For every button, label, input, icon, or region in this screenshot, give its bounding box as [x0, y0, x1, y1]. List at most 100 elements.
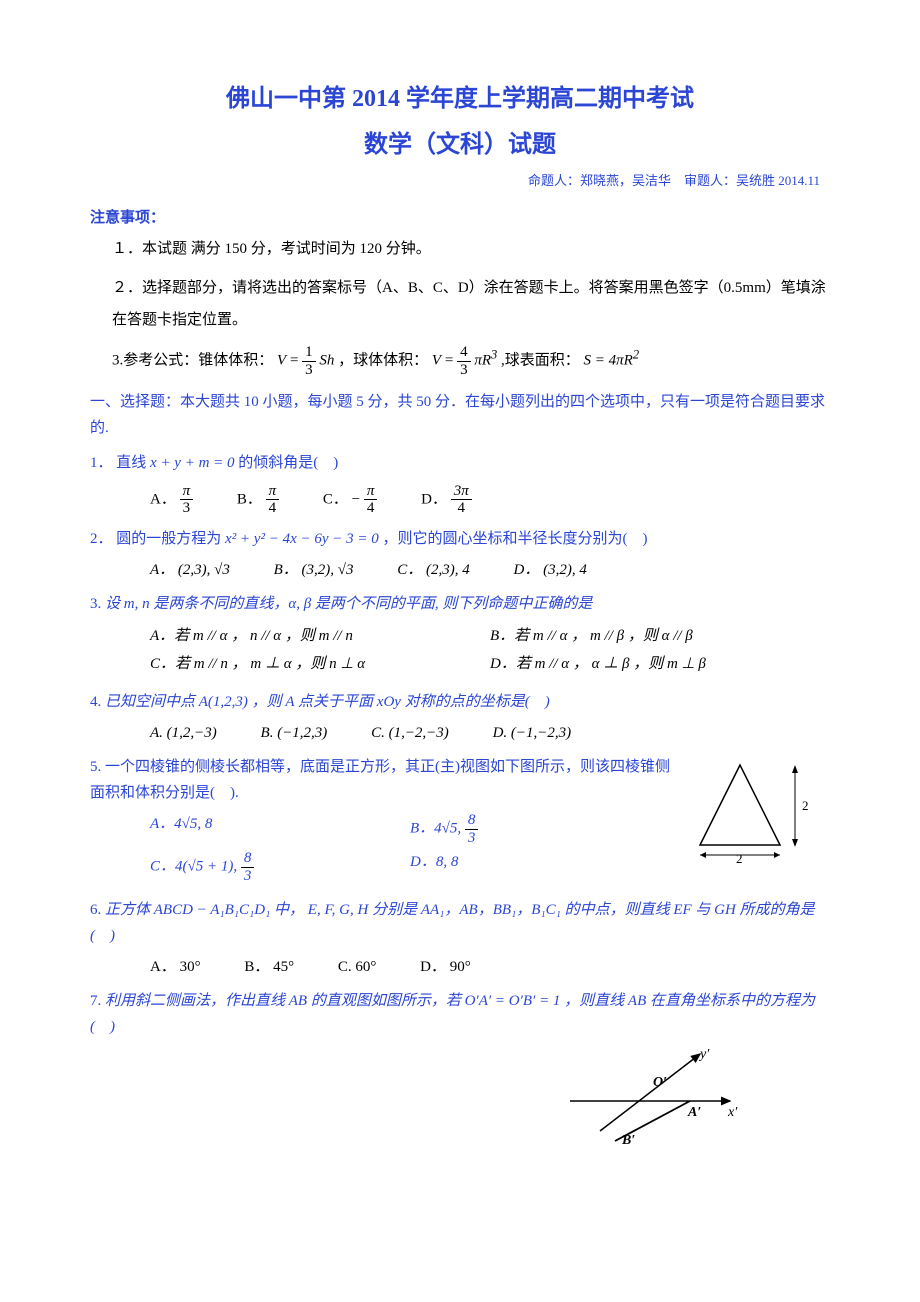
question-7: 7. 利用斜二侧画法，作出直线 AB 的直观图如图所示，若 O′A′ = O′B…: [90, 989, 830, 1040]
q1-C-neg: −: [352, 491, 360, 507]
q3-D: D．若 m // α ， α ⊥ β ，则 m ⊥ β: [490, 652, 830, 676]
sphere-num: 4: [457, 344, 471, 362]
cone-frac: 1 3: [302, 344, 316, 378]
oblique-projection-figure: y′ O′ A′ x′ B′: [560, 1046, 830, 1146]
q1-eq: x + y + m = 0: [150, 455, 235, 471]
q2-options: A． (2,3), √3 B． (3,2), √3 C． (2,3), 4 D．…: [150, 558, 830, 582]
q1D-num: 3π: [451, 483, 472, 501]
q1A-den: 3: [180, 500, 194, 517]
q6-options: A． 30° B． 45° C. 60° D． 90°: [150, 955, 830, 979]
q5C-den: 3: [241, 868, 255, 885]
instruction-2: ２．选择题部分，请将选出的答案标号（A、B、C、D）涂在答题卡上。将答案用黑色签…: [112, 273, 830, 336]
instruction-1: １．本试题 满分 150 分，考试时间为 120 分钟。: [112, 234, 830, 266]
instruction-3: 3.参考公式：锥体体积： V = 1 3 Sh ，球体体积： V = 4 3 π…: [112, 344, 830, 378]
q6-C: C. 60°: [338, 955, 377, 979]
q4-stem: 已知空间中点 A(1,2,3) ，则 A 点关于平面 xOy 对称的点的坐标是(…: [105, 694, 550, 710]
sphere-piR: πR: [474, 353, 491, 369]
q2-post: ，则它的圆心坐标和半径长度分别为( ): [383, 531, 648, 547]
q5-B: B．4√5, 83: [410, 812, 670, 846]
pyramid-front-view-figure: 2 2: [680, 755, 830, 865]
cone-V: V: [277, 353, 286, 369]
q3-B: B．若 m // α ， m // β ，则 α // β: [490, 624, 830, 648]
q4-A: A. (1,2,−3): [150, 721, 217, 745]
q1-post: 的倾斜角是( ): [238, 455, 338, 471]
q1-pre: 直线: [116, 455, 150, 471]
q5-B-pre: B．4√5,: [410, 821, 465, 837]
q6-num: 6.: [90, 902, 101, 918]
q3-A: A．若 m // α ， n // α ，则 m // n: [150, 624, 490, 648]
fig-height-label: 2: [802, 798, 809, 813]
fig-y-label: y′: [698, 1047, 710, 1062]
q1-D-label: D．: [421, 491, 447, 507]
q3-stem: 设 m, n 是两条不同的直线，α, β 是两个不同的平面, 则下列命题中正确的…: [105, 596, 592, 612]
q1-options: A． π3 B． π4 C． − π4 D． 3π4: [150, 483, 830, 517]
q1-C: C． − π4: [323, 483, 378, 517]
q1-C-label: C．: [323, 491, 348, 507]
notice-label: 注意事项：: [90, 206, 830, 230]
surf-exp: 2: [633, 348, 639, 362]
exam-title-sub: 数学（文科）试题: [90, 126, 830, 164]
q2-num: 2．: [90, 531, 113, 547]
q4-options: A. (1,2,−3) B. (−1,2,3) C. (1,−2,−3) D. …: [150, 721, 830, 745]
q5B-num: 8: [465, 812, 479, 830]
fig-x-label: x′: [727, 1105, 738, 1120]
q5-options: A．4√5, 8 B．4√5, 83 C．4(√5 + 1), 83 D．8, …: [90, 812, 670, 888]
cone-den: 3: [302, 362, 316, 379]
q4-B: B. (−1,2,3): [261, 721, 328, 745]
q6-stem: 正方体 ABCD − A₁B₁C₁D₁ 中， E, F, G, H 分别是 AA…: [90, 902, 815, 944]
sphere-exp: 3: [491, 348, 497, 362]
q2-pre: 圆的一般方程为: [116, 531, 225, 547]
question-6: 6. 正方体 ABCD − A₁B₁C₁D₁ 中， E, F, G, H 分别是…: [90, 898, 830, 949]
eq1: =: [290, 353, 302, 369]
fig-A-label: A′: [687, 1105, 701, 1120]
q2-C: C． (2,3), 4: [397, 558, 470, 582]
fig-width-label: 2: [736, 851, 743, 865]
question-4: 4. 已知空间中点 A(1,2,3) ，则 A 点关于平面 xOy 对称的点的坐…: [90, 690, 830, 716]
eq2: =: [445, 353, 457, 369]
q1-B-label: B．: [237, 491, 262, 507]
q1C-den: 4: [364, 500, 378, 517]
instr3-mid1: ，球体体积：: [338, 353, 428, 369]
q1-D: D． 3π4: [421, 483, 472, 517]
surf: S = 4πR: [584, 353, 633, 369]
q1A-num: π: [180, 483, 194, 501]
q1-B: B． π4: [237, 483, 279, 517]
q1-A: A． π3: [150, 483, 193, 517]
q5-D: D．8, 8: [410, 850, 670, 884]
q3-options: A．若 m // α ， n // α ，则 m // n B．若 m // α…: [90, 624, 830, 680]
q2-B: B． (3,2), √3: [274, 558, 354, 582]
q5C-num: 8: [241, 850, 255, 868]
q4-C: C. (1,−2,−3): [371, 721, 449, 745]
q2-D: D． (3,2), 4: [514, 558, 587, 582]
section1-heading: 一、选择题：本大题共 10 小题，每小题 5 分，共 50 分．在每小题列出的四…: [90, 390, 830, 441]
q6-D: D． 90°: [420, 955, 471, 979]
cone-num: 1: [302, 344, 316, 362]
exam-byline: 命题人：郑晓燕，吴洁华 审题人：吴统胜 2014.11: [90, 171, 830, 192]
q5-A: A．4√5, 8: [150, 812, 410, 846]
sphere-frac: 4 3: [457, 344, 471, 378]
q1-A-label: A．: [150, 491, 176, 507]
q1-num: 1．: [90, 455, 113, 471]
fig-B-label: B′: [621, 1133, 635, 1146]
question-5: 2 2 5. 一个四棱锥的侧棱长都相等，底面是正方形，其正(主)视图如下图所示，…: [90, 755, 830, 888]
q7-stem: 利用斜二侧画法，作出直线 AB 的直观图如图所示，若 O′A′ = O′B′ =…: [90, 993, 815, 1035]
q6-A: A． 30°: [150, 955, 201, 979]
question-3: 3. 设 m, n 是两条不同的直线，α, β 是两个不同的平面, 则下列命题中…: [90, 592, 830, 618]
q5-C-pre: C．4(√5 + 1),: [150, 859, 241, 875]
question-2: 2． 圆的一般方程为 x² + y² − 4x − 6y − 3 = 0 ，则它…: [90, 527, 830, 553]
cone-Sh: Sh: [319, 353, 334, 369]
q1D-den: 4: [451, 500, 472, 517]
sphere-den: 3: [457, 362, 471, 379]
q1B-num: π: [266, 483, 280, 501]
q4-num: 4.: [90, 694, 101, 710]
q7-num: 7.: [90, 993, 101, 1009]
q5-num: 5.: [90, 759, 101, 775]
question-1: 1． 直线 x + y + m = 0 的倾斜角是( ): [90, 451, 830, 477]
q4-D: D. (−1,−2,3): [493, 721, 572, 745]
instr3-prefix: 3.参考公式：锥体体积：: [112, 353, 273, 369]
q5-stem: 一个四棱锥的侧棱长都相等，底面是正方形，其正(主)视图如下图所示，则该四棱锥侧面…: [90, 759, 670, 801]
instr3-mid2: ,球表面积：: [501, 353, 580, 369]
sphere-V: V: [432, 353, 441, 369]
q6-B: B． 45°: [244, 955, 294, 979]
q2-A: A． (2,3), √3: [150, 558, 230, 582]
